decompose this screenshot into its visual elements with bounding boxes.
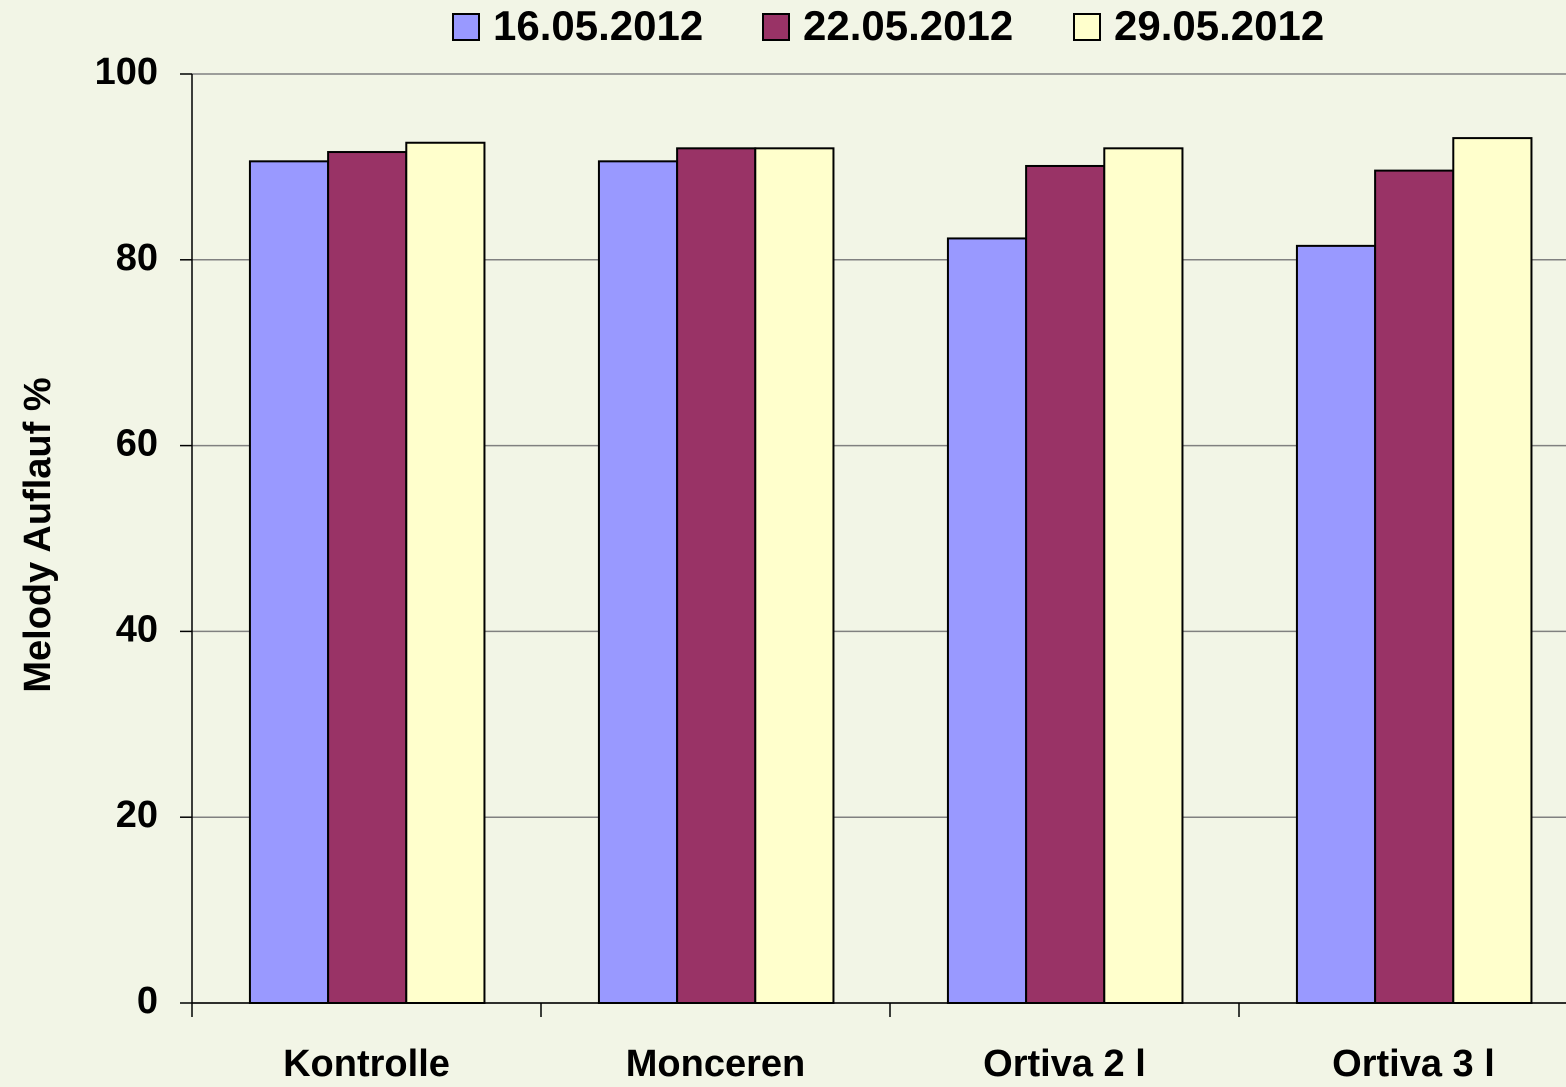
bar: [1103, 147, 1184, 1004]
bar: [946, 237, 1028, 1005]
legend-label: 16.05.2012: [493, 2, 703, 49]
legend-swatch: [1073, 13, 1101, 41]
bar: [327, 151, 408, 1004]
legend-swatch: [452, 13, 480, 41]
y-tick-label: 20: [116, 794, 158, 836]
y-tick-label: 80: [116, 237, 158, 279]
bar: [1452, 137, 1533, 1004]
legend-label: 22.05.2012: [803, 2, 1013, 49]
bar: [1295, 244, 1377, 1005]
y-tick-label: 60: [116, 423, 158, 465]
bar: [248, 160, 330, 1005]
bar: [405, 141, 486, 1005]
y-axis-label: Melody Auflauf %: [17, 377, 59, 692]
y-tick-label: 40: [116, 608, 158, 650]
x-tick-label: Kontrolle: [283, 1043, 450, 1085]
bar: [676, 147, 757, 1004]
x-tick-label: Ortiva 2 l: [983, 1043, 1146, 1085]
bar: [1025, 164, 1106, 1004]
x-tick-label: Ortiva 3 l: [1332, 1043, 1495, 1085]
legend-label: 29.05.2012: [1114, 2, 1324, 49]
y-tick-label: 100: [95, 51, 158, 93]
bar: [1374, 169, 1455, 1004]
bar: [597, 160, 679, 1005]
x-tick-label: Monceren: [626, 1043, 805, 1085]
bar: [754, 147, 835, 1004]
y-tick-label: 0: [137, 980, 158, 1022]
legend-swatch: [762, 13, 790, 41]
